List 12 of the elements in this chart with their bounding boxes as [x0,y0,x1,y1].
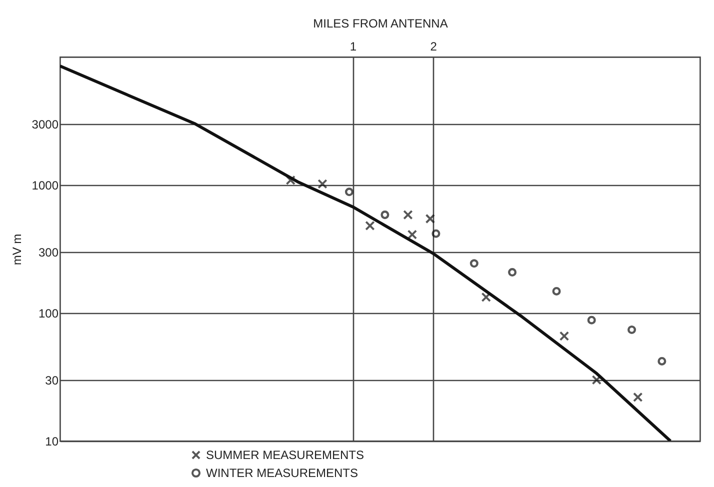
x-axis-title: MILES FROM ANTENNA [313,16,448,30]
x-tick-label: 2 [430,40,438,54]
y-tick-label: 300 [38,245,59,260]
y-tick-label: 3000 [32,117,59,132]
x-tick-label: 1 [350,40,357,54]
y-tick-label: 1000 [32,178,59,192]
legend-label: SUMMER MEASUREMENTS [206,448,364,462]
y-axis-title: mV m [10,234,24,266]
y-tick-label: 10 [45,434,59,448]
y-tick-label: 30 [45,373,59,388]
legend-label: WINTER MEASUREMENTS [206,466,358,480]
y-tick-label: 100 [38,306,59,320]
